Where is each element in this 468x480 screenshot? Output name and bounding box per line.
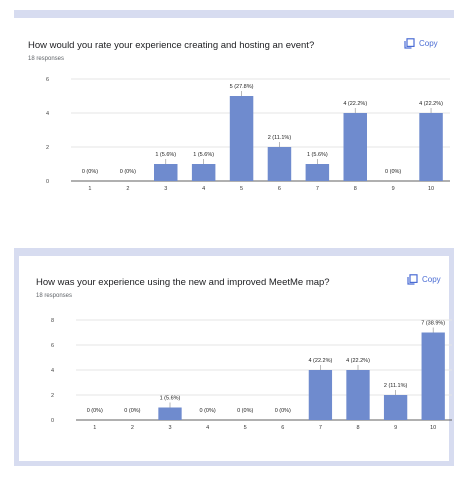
data-label: 2 (11.1%) xyxy=(268,135,292,141)
response-count: 18 responses xyxy=(28,56,65,62)
copy-label: Copy xyxy=(419,39,438,48)
y-tick-label: 2 xyxy=(46,145,49,151)
y-tick-label: 6 xyxy=(51,343,54,349)
x-tick-label: 10 xyxy=(428,186,434,192)
bar xyxy=(154,164,178,181)
data-label: 0 (0%) xyxy=(124,408,140,414)
y-tick-label: 0 xyxy=(51,418,54,424)
response-count: 18 responses xyxy=(36,293,73,299)
data-label: 4 (22.2%) xyxy=(308,358,332,364)
x-tick-label: 1 xyxy=(93,425,96,431)
data-label: 4 (22.2%) xyxy=(346,358,370,364)
data-label: 0 (0%) xyxy=(120,169,136,175)
bar xyxy=(267,147,292,181)
x-tick-label: 9 xyxy=(394,425,397,431)
y-tick-label: 6 xyxy=(46,77,49,83)
data-label: 0 (0%) xyxy=(82,169,98,175)
bar xyxy=(383,395,408,420)
y-tick-label: 8 xyxy=(51,318,54,324)
data-label: 0 (0%) xyxy=(199,408,215,414)
bar xyxy=(421,332,445,420)
data-label: 7 (38.9%) xyxy=(421,321,445,327)
data-label: 2 (11.1%) xyxy=(384,383,408,389)
y-tick-label: 0 xyxy=(46,179,49,185)
x-tick-label: 3 xyxy=(168,425,171,431)
copy-label: Copy xyxy=(422,275,441,284)
bar xyxy=(308,370,333,420)
x-tick-label: 5 xyxy=(244,425,247,431)
x-tick-label: 6 xyxy=(278,186,281,192)
question-title: How was your experience using the new an… xyxy=(36,277,330,288)
x-tick-label: 5 xyxy=(240,186,243,192)
bar xyxy=(343,113,367,181)
x-tick-label: 7 xyxy=(319,425,322,431)
x-tick-label: 8 xyxy=(354,186,357,192)
data-label: 1 (5.6%) xyxy=(155,152,176,158)
data-label: 4 (22.2%) xyxy=(343,101,367,107)
x-tick-label: 10 xyxy=(430,425,436,431)
data-label: 1 (5.6%) xyxy=(307,152,328,158)
x-tick-label: 2 xyxy=(126,186,129,192)
x-tick-label: 7 xyxy=(316,186,319,192)
y-tick-label: 2 xyxy=(51,393,54,399)
x-tick-label: 8 xyxy=(356,425,359,431)
bar xyxy=(305,164,330,181)
data-label: 1 (5.6%) xyxy=(160,396,181,402)
data-label: 5 (27.8%) xyxy=(230,84,254,90)
data-label: 1 (5.6%) xyxy=(193,152,214,158)
data-label: 0 (0%) xyxy=(385,169,401,175)
bar xyxy=(346,370,370,420)
y-tick-label: 4 xyxy=(51,368,54,374)
bar xyxy=(158,407,182,420)
x-tick-label: 2 xyxy=(131,425,134,431)
bar xyxy=(419,113,443,181)
question-card-2: How was your experience using the new an… xyxy=(14,248,454,466)
copy-icon xyxy=(404,38,415,49)
copy-button[interactable]: Copy xyxy=(404,38,438,49)
bar xyxy=(229,96,254,181)
question-title: How would you rate your experience creat… xyxy=(28,40,315,51)
x-tick-label: 3 xyxy=(164,186,167,192)
y-tick-label: 4 xyxy=(46,111,49,117)
data-label: 4 (22.2%) xyxy=(419,101,443,107)
bar xyxy=(191,164,216,181)
copy-icon xyxy=(407,274,418,285)
x-tick-label: 4 xyxy=(206,425,209,431)
x-tick-label: 6 xyxy=(281,425,284,431)
copy-button[interactable]: Copy xyxy=(407,274,441,285)
x-tick-label: 4 xyxy=(202,186,205,192)
x-tick-label: 9 xyxy=(392,186,395,192)
data-label: 0 (0%) xyxy=(87,408,103,414)
x-tick-label: 1 xyxy=(88,186,91,192)
data-label: 0 (0%) xyxy=(237,408,253,414)
data-label: 0 (0%) xyxy=(275,408,291,414)
